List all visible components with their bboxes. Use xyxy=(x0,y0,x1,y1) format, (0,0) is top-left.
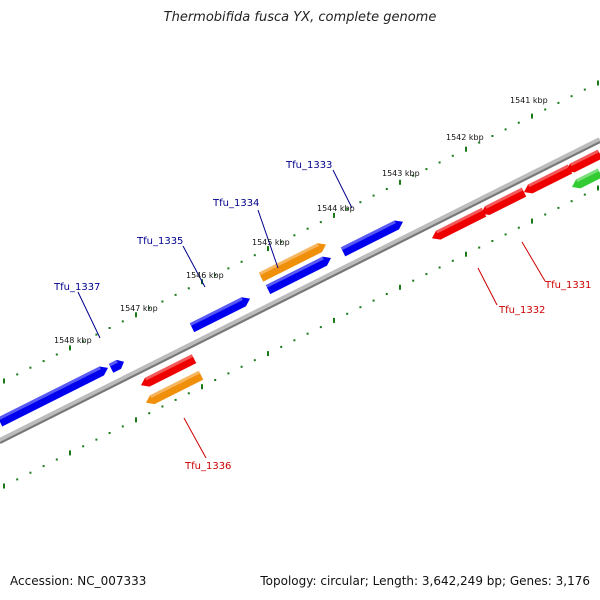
leader-line-tfu-1332 xyxy=(477,267,498,306)
green-gene[interactable] xyxy=(570,168,600,191)
gene-label-tfu-1337[interactable]: Tfu_1337 xyxy=(53,282,100,293)
leader-line-tfu-1331 xyxy=(521,241,546,282)
genome-backbone-shade xyxy=(0,141,600,444)
genome-backbone xyxy=(0,137,600,444)
orange-gene-upper[interactable] xyxy=(258,240,328,282)
reverse-gene-d[interactable] xyxy=(430,207,487,243)
forward-gene-tfu-1334[interactable] xyxy=(265,254,333,295)
inner-tick-track xyxy=(3,185,599,489)
scale-label-1545: 1545 kbp xyxy=(252,238,290,247)
scale-label-1543: 1543 kbp xyxy=(382,169,420,178)
reverse-gene-tfu-1336[interactable] xyxy=(139,354,197,390)
scale-label-1547: 1547 kbp xyxy=(120,304,158,313)
leader-line-tfu-1333 xyxy=(332,169,353,209)
forward-gene-tfu-1333[interactable] xyxy=(340,217,405,257)
leader-line-tfu-1335 xyxy=(182,245,206,288)
scale-label-1541: 1541 kbp xyxy=(510,96,548,105)
gene-label-tfu-1336[interactable]: Tfu_1336 xyxy=(184,461,231,472)
scale-label-1544: 1544 kbp xyxy=(317,204,355,213)
leader-line-tfu-1337 xyxy=(77,291,101,339)
forward-gene-a[interactable] xyxy=(0,363,110,427)
reverse-gene-tfu-1332[interactable] xyxy=(479,187,527,219)
orange-gene-lower[interactable] xyxy=(144,370,204,408)
scale-label-1546: 1546 kbp xyxy=(186,271,224,280)
gene-label-tfu-1335[interactable]: Tfu_1335 xyxy=(136,236,183,247)
outer-tick-track xyxy=(3,80,599,384)
leader-line-tfu-1334 xyxy=(257,209,279,269)
gene-label-tfu-1331[interactable]: Tfu_1331 xyxy=(544,280,591,291)
scale-label-1548: 1548 kbp xyxy=(54,336,92,345)
reverse-gene-e[interactable] xyxy=(564,149,600,176)
gene-label-tfu-1333[interactable]: Tfu_1333 xyxy=(285,160,332,171)
reverse-gene-tfu-1331[interactable] xyxy=(522,164,573,197)
gene-label-tfu-1334[interactable]: Tfu_1334 xyxy=(212,198,259,209)
scale-label-1542: 1542 kbp xyxy=(446,133,484,142)
leader-line-tfu-1336 xyxy=(183,417,207,459)
gene-label-tfu-1332[interactable]: Tfu_1332 xyxy=(498,305,545,316)
forward-gene-tfu-1335[interactable] xyxy=(189,294,252,333)
genome-summary-text: Topology: circular; Length: 3,642,249 bp… xyxy=(260,574,590,588)
forward-gene-b[interactable] xyxy=(108,357,126,373)
map-title: Thermobifida fusca YX, complete genome xyxy=(163,10,437,25)
accession-text: Accession: NC_007333 xyxy=(10,574,147,588)
